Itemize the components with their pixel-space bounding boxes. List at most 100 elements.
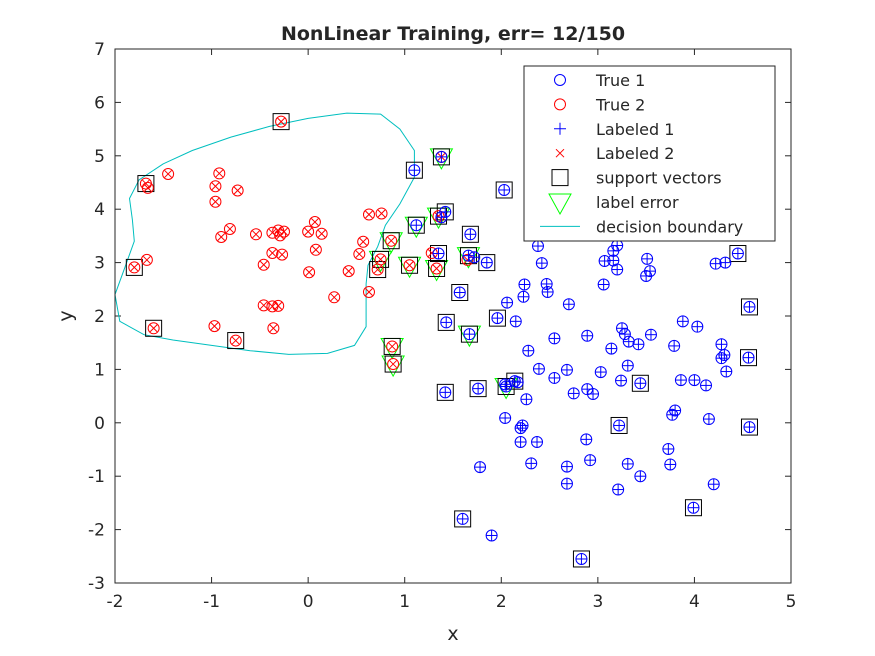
class2-point [229, 334, 242, 347]
class2-point [215, 230, 228, 243]
support-vector-marker [137, 175, 155, 193]
class1-point [644, 328, 657, 341]
class1-point [640, 269, 653, 282]
class2-point [362, 285, 375, 298]
class1-point [632, 338, 645, 351]
class1-point [499, 411, 512, 424]
class1-point [715, 352, 728, 365]
support-vector-marker [428, 259, 446, 277]
support-vector-marker [436, 203, 454, 221]
class1-point [531, 436, 544, 449]
class1-point [485, 529, 498, 542]
support-vector-marker [382, 232, 400, 250]
x-tick-label: 5 [786, 592, 797, 612]
class1-point [432, 247, 445, 260]
class1-point [439, 205, 452, 218]
legend-label: Labeled 1 [596, 120, 674, 139]
class1-point [463, 328, 476, 341]
x-tick-label: 1 [399, 592, 410, 612]
class2-point [209, 195, 222, 208]
class1-point [498, 183, 511, 196]
support-vector-marker [478, 254, 496, 272]
class1-point [522, 344, 535, 357]
support-vector-marker [610, 416, 628, 434]
class1-point [575, 552, 588, 565]
y-tick-label: 5 [94, 147, 105, 167]
legend-item: decision boundary [540, 217, 743, 236]
class2-point [357, 235, 370, 248]
class1-point [715, 338, 728, 351]
class1-point [719, 256, 732, 269]
class2-point [303, 266, 316, 279]
class2-point [231, 184, 244, 197]
class1-point [548, 332, 561, 345]
y-tick-label: 2 [94, 307, 105, 327]
legend-label: True 2 [595, 95, 645, 114]
legend-item: support vectors [551, 169, 722, 188]
legend-label: support vectors [596, 169, 722, 188]
class1-point [709, 257, 722, 270]
x-tick-label: 3 [592, 592, 603, 612]
class1-point [641, 252, 654, 265]
class2-point [362, 208, 375, 221]
class2-point [266, 246, 279, 259]
class2-point [276, 248, 289, 261]
class2-point [430, 262, 443, 275]
class2-point [162, 167, 175, 180]
class2-point [275, 115, 288, 128]
legend-item: label error [548, 193, 679, 216]
class1-point [516, 419, 529, 432]
y-axis-label: y [55, 310, 77, 321]
legend-box [523, 65, 776, 242]
class1-point [581, 329, 594, 342]
support-vector-marker [125, 258, 143, 276]
support-vector-marker [572, 550, 590, 568]
class1-point [562, 298, 575, 311]
class2-point [374, 253, 387, 266]
y-tick-label: -1 [88, 467, 105, 487]
class1-point [567, 387, 580, 400]
class1-point [410, 219, 423, 232]
class1-point [514, 436, 527, 449]
x-tick-label: -1 [203, 592, 220, 612]
class1-point [662, 442, 675, 455]
class2-point [278, 225, 290, 238]
class2-point [223, 222, 236, 235]
class2-point [257, 258, 270, 271]
class1-point [560, 477, 573, 490]
class2-point [128, 261, 141, 274]
class1-point [702, 413, 715, 426]
class1-point [456, 512, 469, 525]
y-tick-label: 7 [94, 40, 105, 60]
support-vector-marker [383, 337, 401, 355]
class1-point [743, 421, 756, 434]
chart-title: NonLinear Training, err= 12/150 [281, 23, 625, 45]
class1-point [435, 150, 448, 163]
decision-boundary-layer [114, 112, 415, 355]
class1-point [676, 315, 689, 328]
class1-point [491, 312, 504, 325]
class1-point [500, 380, 513, 393]
class1-point [472, 382, 485, 395]
class1-point [408, 164, 421, 177]
class1-point [584, 454, 597, 467]
class1-point [687, 501, 700, 514]
class1-point [509, 315, 522, 328]
class1-point [613, 419, 626, 432]
support-vector-marker [460, 325, 478, 343]
legend-item: Labeled 1 [554, 120, 674, 139]
legend-item: Labeled 2 [555, 144, 674, 163]
class2-point [425, 246, 438, 259]
support-vector-marker [145, 319, 163, 337]
class1-point [587, 387, 600, 400]
y-tick-label: 0 [94, 414, 105, 434]
class1-point [540, 277, 553, 290]
class1-point [514, 422, 527, 435]
class1-point [634, 377, 647, 390]
legend-square-icon [551, 169, 569, 187]
support-vector-marker [372, 250, 390, 268]
support-vector-marker [369, 261, 387, 279]
class1-point [612, 483, 625, 496]
support-vector-marker [495, 181, 513, 199]
x-tick-label: 4 [689, 592, 700, 612]
